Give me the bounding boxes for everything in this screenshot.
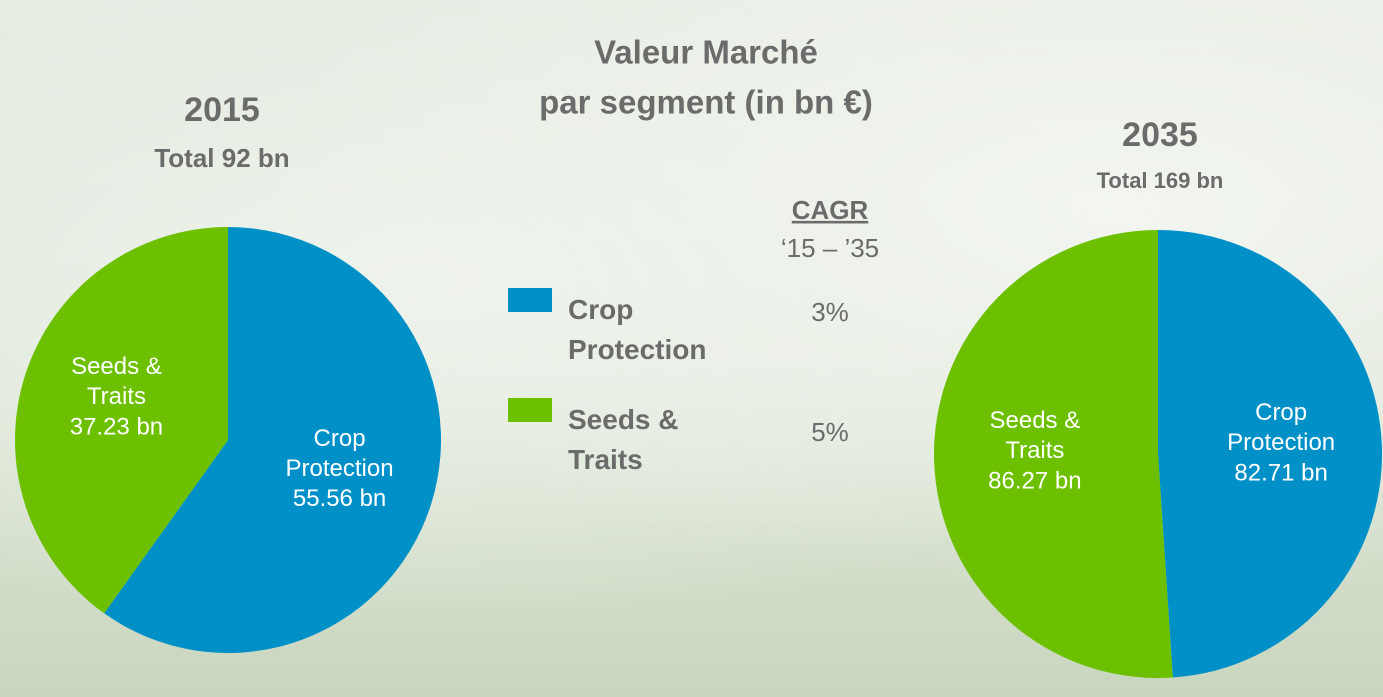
legend-label: Crop Protection — [568, 294, 706, 365]
cagr-value: 5% — [811, 417, 849, 447]
slice-label: Seeds & Traits — [990, 407, 1081, 464]
pie-subtitle: Total 169 bn — [1097, 168, 1224, 193]
main-title: par segment (in bn €) — [539, 84, 873, 121]
slice-value-label: 37.23 bn — [70, 414, 163, 441]
slice-value-label: 55.56 bn — [293, 485, 386, 512]
pie-slice — [14, 227, 228, 614]
pie-slice — [104, 227, 441, 653]
pie-subtitle: Total 92 bn — [154, 143, 289, 173]
pie-slice — [934, 230, 1173, 678]
slice-value-label: 86.27 bn — [988, 467, 1081, 494]
cagr-period: ‘15 – ’35 — [781, 233, 879, 263]
pie-title: 2035 — [1122, 116, 1198, 154]
slice-label: Crop Protection — [1227, 399, 1335, 456]
slice-label: Crop Protection — [286, 425, 394, 482]
legend-swatch — [508, 398, 552, 422]
legend-swatch — [508, 288, 552, 312]
cagr-value: 3% — [811, 297, 849, 327]
slice-label: Seeds & Traits — [71, 354, 162, 411]
pie-slice — [1158, 230, 1383, 678]
pie-title: 2015 — [184, 91, 260, 129]
main-title: Valeur Marché — [594, 34, 818, 71]
slice-value-label: 82.71 bn — [1234, 459, 1327, 486]
legend-label: Seeds & Traits — [568, 404, 679, 475]
cagr-header: CAGR — [792, 195, 869, 225]
